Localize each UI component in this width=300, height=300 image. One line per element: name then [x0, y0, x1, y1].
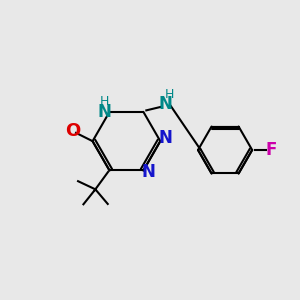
Text: N: N [159, 129, 172, 147]
Text: H: H [164, 88, 174, 101]
Text: N: N [97, 103, 111, 121]
Text: N: N [158, 95, 172, 113]
Text: F: F [266, 141, 277, 159]
Text: N: N [142, 163, 156, 181]
Text: O: O [65, 122, 80, 140]
Text: H: H [100, 95, 109, 108]
